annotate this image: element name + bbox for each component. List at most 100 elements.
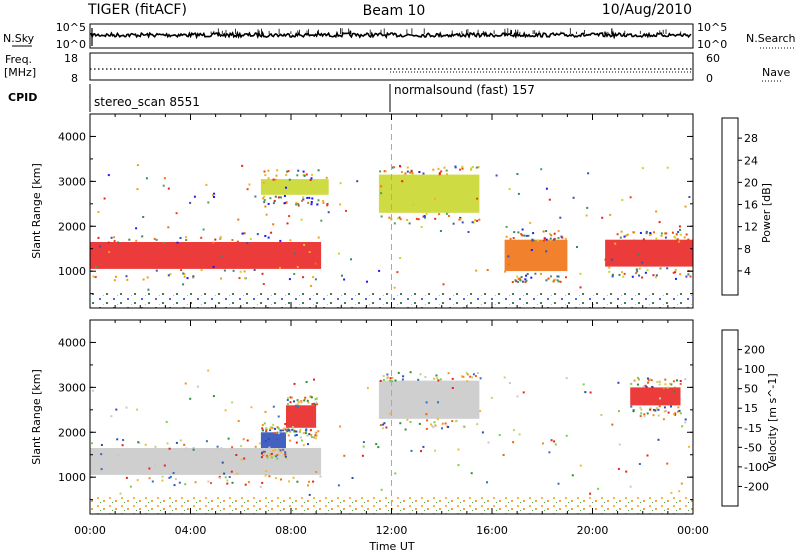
echo-pixel bbox=[267, 169, 270, 172]
echo-pixel bbox=[244, 483, 247, 486]
nsky-line bbox=[90, 30, 692, 40]
echo-pixel bbox=[452, 222, 455, 225]
echo-pixel bbox=[644, 271, 647, 274]
echo-pixel bbox=[663, 406, 666, 409]
echo-pixel bbox=[552, 238, 555, 241]
echo-pixel bbox=[389, 377, 392, 380]
echo-pixel bbox=[167, 187, 170, 190]
echo-pixel bbox=[637, 378, 640, 381]
echo-pixel bbox=[113, 279, 116, 282]
echo-pixel bbox=[261, 451, 263, 454]
echo-pixel bbox=[210, 482, 212, 485]
echo-pixel bbox=[404, 172, 407, 175]
echo-pixel bbox=[113, 236, 116, 239]
x-tick-label: 20:00 bbox=[577, 524, 609, 537]
echo-pixel bbox=[389, 379, 392, 382]
echo-pixel bbox=[306, 196, 309, 199]
echo-pixel bbox=[304, 432, 307, 435]
echo-pixel bbox=[300, 401, 303, 404]
echo-pixel bbox=[166, 442, 169, 445]
echo-pixel bbox=[286, 430, 289, 433]
echo-pixel bbox=[441, 422, 444, 425]
echo-pixel bbox=[216, 445, 219, 448]
echo-pixel bbox=[447, 372, 450, 375]
echo-pixel bbox=[662, 418, 665, 421]
echo-pixel bbox=[94, 276, 97, 279]
echo-pixel bbox=[609, 213, 612, 216]
echo-pixel bbox=[288, 480, 291, 483]
echo-pixel bbox=[678, 409, 681, 412]
echo-pixel bbox=[548, 451, 551, 454]
echo-pixel bbox=[561, 236, 564, 239]
echo-pixel bbox=[161, 475, 164, 478]
echo-pixel bbox=[530, 249, 533, 251]
echo-pixel bbox=[265, 428, 268, 431]
echo-pixel bbox=[193, 195, 196, 198]
echo-pixel bbox=[666, 267, 669, 270]
echo-pixel bbox=[655, 210, 658, 213]
echo-pixel bbox=[253, 269, 256, 271]
echo-pixel bbox=[447, 215, 450, 217]
x-tick-label: 00:00 bbox=[677, 524, 709, 537]
echo-region bbox=[260, 179, 329, 195]
echo-pixel bbox=[314, 437, 317, 440]
echo-pixel bbox=[276, 457, 279, 460]
echo-pixel bbox=[116, 438, 119, 441]
echo-pixel bbox=[423, 215, 426, 218]
echo-pixel bbox=[302, 198, 305, 201]
echo-pixel bbox=[676, 379, 678, 382]
echo-pixel bbox=[169, 273, 172, 276]
y-tick-label: 3000 bbox=[58, 175, 86, 188]
echo-pixel bbox=[419, 373, 422, 376]
echo-pixel bbox=[647, 381, 649, 384]
echo-pixel bbox=[148, 467, 151, 470]
echo-pixel bbox=[579, 464, 582, 467]
echo-pixel bbox=[212, 241, 215, 244]
echo-pixel bbox=[356, 180, 359, 183]
echo-pixel bbox=[308, 433, 311, 436]
echo-pixel bbox=[325, 176, 328, 179]
echo-region bbox=[504, 239, 568, 272]
echo-pixel bbox=[307, 401, 310, 404]
echo-pixel bbox=[559, 280, 562, 283]
echo-pixel bbox=[477, 166, 480, 169]
echo-pixel bbox=[425, 212, 428, 215]
echo-pixel bbox=[549, 239, 552, 242]
echo-pixel bbox=[232, 269, 235, 272]
echo-pixel bbox=[636, 270, 639, 273]
echo-pixel bbox=[645, 386, 648, 388]
echo-pixel bbox=[202, 228, 205, 231]
echo-pixel bbox=[408, 222, 411, 225]
echo-pixel bbox=[662, 387, 665, 390]
echo-pixel bbox=[505, 225, 508, 228]
echo-pixel bbox=[341, 274, 343, 277]
colorbar-tick-label: -200 bbox=[744, 480, 769, 493]
echo-pixel bbox=[632, 231, 635, 234]
echo-pixel bbox=[655, 407, 658, 410]
echo-region bbox=[378, 174, 480, 213]
echo-pixel bbox=[545, 187, 548, 190]
echo-pixel bbox=[472, 373, 475, 376]
echo-pixel bbox=[451, 420, 454, 423]
echo-pixel bbox=[642, 238, 645, 241]
echo-pixel bbox=[664, 236, 667, 239]
echo-pixel bbox=[275, 455, 278, 458]
echo-pixel bbox=[237, 218, 240, 221]
echo-pixel bbox=[176, 241, 179, 244]
echo-pixel bbox=[279, 266, 281, 269]
echo-pixel bbox=[504, 270, 507, 273]
echo-pixel bbox=[433, 421, 436, 424]
echo-pixel bbox=[266, 456, 269, 459]
echo-pixel bbox=[286, 403, 289, 406]
echo-pixel bbox=[90, 442, 93, 445]
echo-pixel bbox=[168, 447, 171, 450]
echo-pixel bbox=[521, 228, 524, 231]
echo-pixel bbox=[302, 432, 305, 435]
echo-pixel bbox=[487, 441, 490, 444]
echo-pixel bbox=[451, 377, 454, 380]
echo-pixel bbox=[684, 205, 687, 208]
echo-pixel bbox=[258, 442, 261, 445]
echo-pixel bbox=[154, 445, 157, 448]
echo-pixel bbox=[651, 385, 654, 388]
echo-pixel bbox=[438, 213, 441, 216]
